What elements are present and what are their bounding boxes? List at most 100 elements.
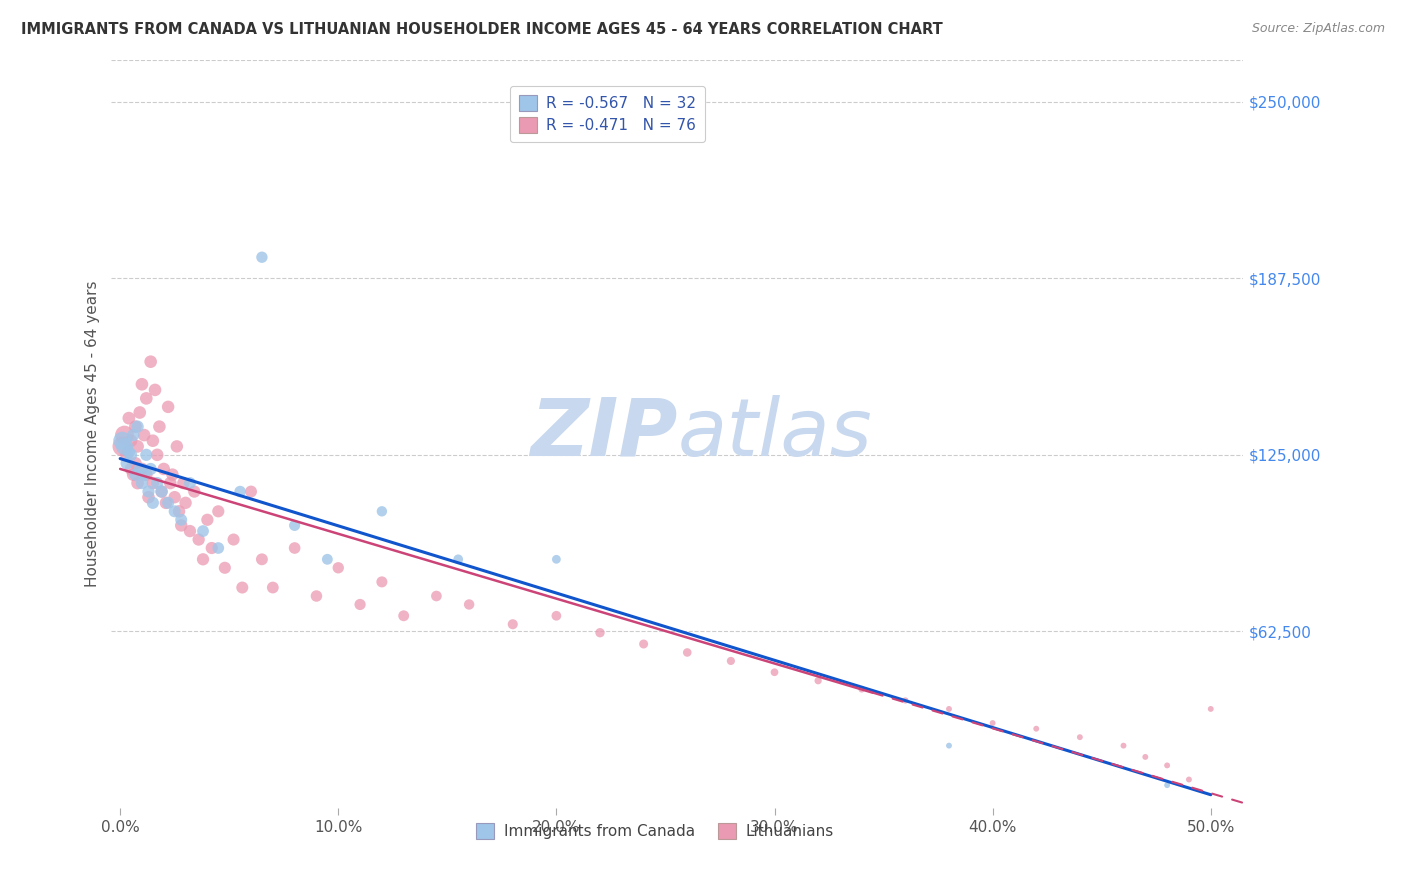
Point [328,561,350,575]
Point [763,665,786,680]
Point [191,524,214,538]
Point [162,467,184,482]
Point [179,476,201,491]
Point [114,439,136,453]
Point [214,561,236,575]
Point [894,693,917,707]
Point [157,496,180,510]
Point [167,504,190,518]
Point [371,574,394,589]
Point [139,354,162,368]
Point [124,456,146,470]
Point [131,462,153,476]
Point [349,598,371,612]
Point [122,428,145,442]
Point [118,411,141,425]
Point [120,462,142,476]
Point [546,608,568,623]
Point [120,448,142,462]
Point [981,716,1004,731]
Point [115,448,138,462]
Point [114,428,136,442]
Point [1178,772,1201,787]
Point [122,467,145,482]
Point [131,377,153,392]
Point [146,476,169,491]
Point [127,419,149,434]
Point [851,682,873,697]
Point [157,400,180,414]
Point [183,484,205,499]
Point [676,645,699,659]
Point [447,552,470,566]
Point [135,467,157,482]
Point [146,448,169,462]
Point [166,439,188,453]
Point [229,484,252,499]
Point [111,439,134,453]
Point [250,250,273,264]
Point [284,541,307,555]
Point [502,617,524,632]
Text: Source: ZipAtlas.com: Source: ZipAtlas.com [1251,22,1385,36]
Point [142,496,165,510]
Point [135,392,157,406]
Point [179,524,201,538]
Point [148,419,170,434]
Point [191,552,214,566]
Text: IMMIGRANTS FROM CANADA VS LITHUANIAN HOUSEHOLDER INCOME AGES 45 - 64 YEARS CORRE: IMMIGRANTS FROM CANADA VS LITHUANIAN HOU… [21,22,943,37]
Point [207,541,229,555]
Point [127,439,149,453]
Point [152,462,174,476]
Point [172,476,194,491]
Point [138,490,160,504]
Point [1156,758,1178,772]
Point [262,581,284,595]
Y-axis label: Householder Income Ages 45 - 64 years: Householder Income Ages 45 - 64 years [86,280,100,587]
Point [546,552,568,566]
Point [938,739,960,753]
Point [115,456,138,470]
Point [589,625,612,640]
Text: atlas: atlas [678,394,872,473]
Point [316,552,339,566]
Point [371,504,394,518]
Point [231,581,253,595]
Point [1112,739,1135,753]
Point [284,518,307,533]
Point [425,589,447,603]
Point [201,541,224,555]
Text: ZIP: ZIP [530,394,678,473]
Point [1069,730,1091,744]
Point [120,434,142,448]
Point [720,654,742,668]
Point [392,608,415,623]
Point [142,476,165,491]
Point [150,484,173,499]
Point [305,589,328,603]
Point [143,383,166,397]
Point [159,476,181,491]
Point [131,476,153,491]
Point [174,496,197,510]
Point [111,434,134,448]
Point [170,518,193,533]
Point [170,513,193,527]
Legend: Immigrants from Canada, Lithuanians: Immigrants from Canada, Lithuanians [470,817,839,845]
Point [124,467,146,482]
Point [128,405,150,419]
Point [187,533,209,547]
Point [222,533,245,547]
Point [142,434,165,448]
Point [128,462,150,476]
Point [1025,722,1047,736]
Point [118,445,141,459]
Point [1199,702,1222,716]
Point [138,484,160,499]
Point [807,673,830,688]
Point [195,513,218,527]
Point [207,504,229,518]
Point [458,598,481,612]
Point [163,490,186,504]
Point [150,484,173,499]
